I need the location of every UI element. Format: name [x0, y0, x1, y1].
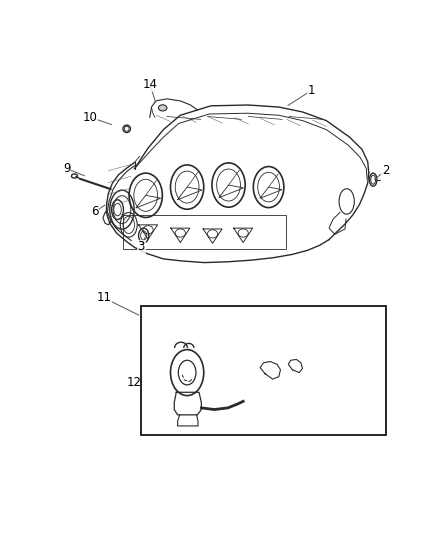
Text: 14: 14 — [142, 78, 157, 91]
Text: 6: 6 — [91, 205, 99, 218]
Text: 1: 1 — [307, 84, 315, 97]
Text: 9: 9 — [63, 162, 71, 175]
Text: 10: 10 — [83, 111, 98, 124]
Text: 13: 13 — [229, 341, 244, 353]
Ellipse shape — [159, 105, 167, 111]
Text: 3: 3 — [138, 240, 145, 253]
Text: 12: 12 — [127, 376, 142, 389]
Text: 2: 2 — [382, 164, 389, 177]
Text: 11: 11 — [96, 292, 111, 304]
Bar — [141, 306, 386, 435]
Bar — [123, 215, 286, 249]
